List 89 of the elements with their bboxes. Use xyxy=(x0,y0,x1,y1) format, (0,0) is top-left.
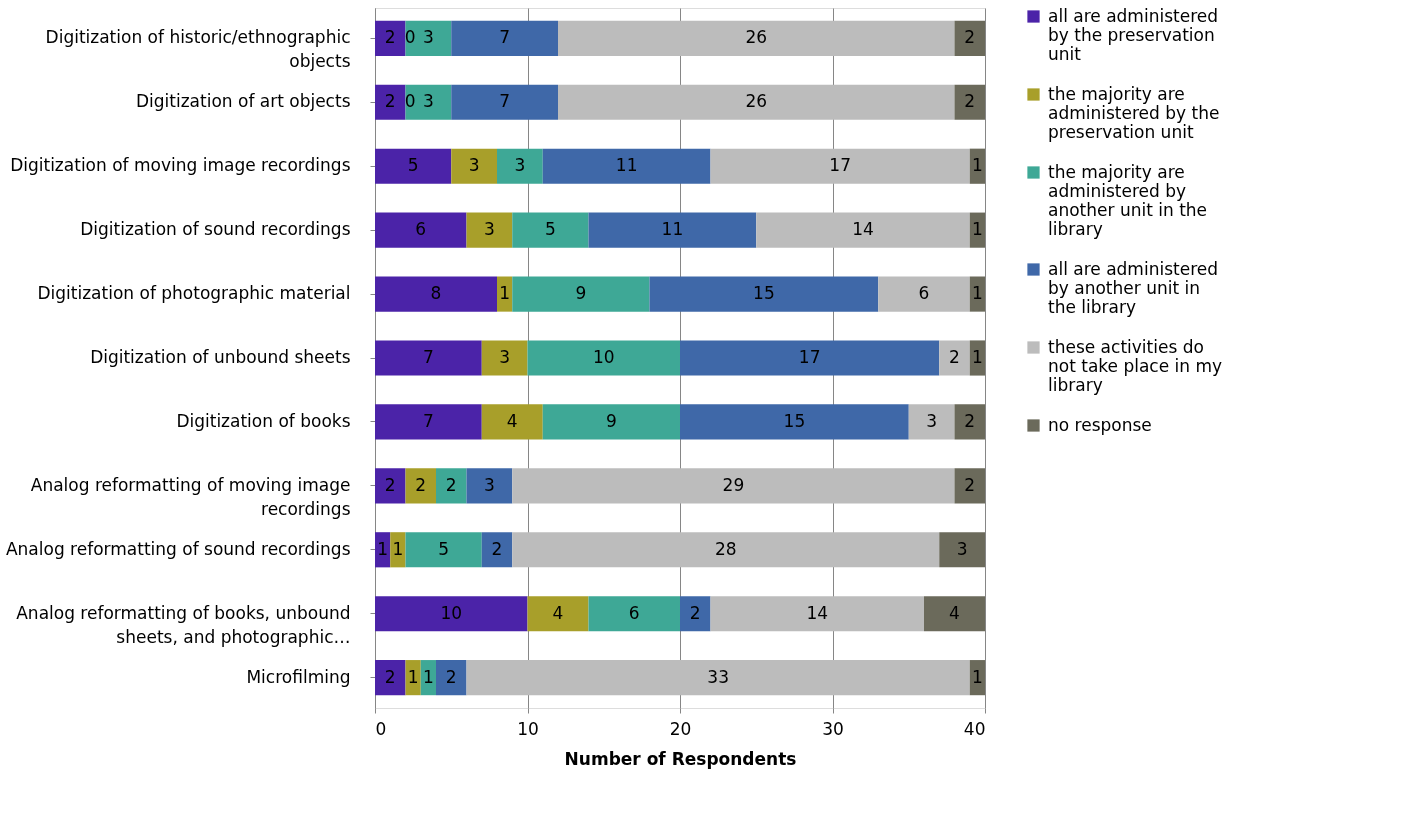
y-tick-label: Digitization of sound recordings xyxy=(80,219,351,240)
data-label: 4 xyxy=(552,602,564,623)
data-label: 1 xyxy=(377,538,389,559)
data-label: 33 xyxy=(707,666,729,687)
annotation: 0 xyxy=(404,27,416,48)
data-label: 14 xyxy=(852,219,874,240)
data-label: 5 xyxy=(544,219,556,240)
y-tick-label: Analog reformatting of sound recordings xyxy=(5,538,351,559)
data-label: 8 xyxy=(430,283,442,304)
data-label: 2 xyxy=(949,347,960,367)
y-tick-label: Digitization of photographic material xyxy=(37,283,351,304)
data-label: 5 xyxy=(438,538,450,559)
data-label: 3 xyxy=(956,538,968,559)
legend-label: the majority are administered by another unit in the library xyxy=(1048,161,1208,239)
data-label: 2 xyxy=(491,538,503,559)
data-label: 7 xyxy=(422,410,434,431)
data-label: 3 xyxy=(514,155,526,176)
data-label: 3 xyxy=(422,27,434,48)
data-label: 2 xyxy=(415,474,427,495)
data-label: 17 xyxy=(798,347,821,367)
legend-label: all are administered by another unit in the library xyxy=(1048,258,1218,317)
data-label: 28 xyxy=(714,538,737,559)
data-label: 5 xyxy=(407,155,419,176)
data-label: 11 xyxy=(661,219,684,240)
data-label: 6 xyxy=(628,602,640,623)
y-tick-label: Analog reformatting of moving image recordings xyxy=(30,474,351,519)
legend-label: the majority are administered by the preservation unit xyxy=(1048,83,1220,142)
y-tick-label: Digitization of moving image recordings xyxy=(10,155,351,176)
data-label: 1 xyxy=(407,666,419,687)
data-label: 6 xyxy=(415,219,427,240)
legend-label: these activities do not take place in my library xyxy=(1048,336,1223,395)
data-label: 29 xyxy=(722,474,745,495)
x-tick-label: 20 xyxy=(669,718,692,739)
data-label: 1 xyxy=(971,219,983,240)
data-label: 2 xyxy=(964,27,976,48)
data-label: 9 xyxy=(605,410,617,431)
data-label: 11 xyxy=(615,155,638,176)
data-label: 2 xyxy=(964,474,976,495)
data-label: 2 xyxy=(384,666,396,687)
data-label: 7 xyxy=(499,91,511,112)
data-label: 17 xyxy=(829,155,851,176)
data-label: 4 xyxy=(506,410,518,431)
data-label: 1 xyxy=(971,283,983,304)
data-label: 10 xyxy=(440,602,463,623)
x-tick-label: 0 xyxy=(375,718,387,739)
data-label: 1 xyxy=(499,283,511,304)
data-label: 2 xyxy=(964,91,976,112)
data-label: 1 xyxy=(971,666,983,687)
data-label: 1 xyxy=(971,347,983,367)
y-tick-label: Microfilming xyxy=(246,666,351,687)
x-axis-title: Number of Respondents xyxy=(564,748,797,769)
data-label: 15 xyxy=(783,410,806,431)
data-label: 2 xyxy=(384,474,396,495)
annotation: 0 xyxy=(404,91,416,112)
legend-label: all are administered by the preservation unit xyxy=(1048,5,1218,64)
data-label: 2 xyxy=(384,27,396,48)
data-label: 26 xyxy=(745,27,768,48)
data-label: 14 xyxy=(806,602,829,623)
data-label: 1 xyxy=(422,666,434,687)
data-label: 2 xyxy=(445,666,457,687)
y-tick-label: Digitization of books xyxy=(176,410,351,431)
x-tick-label: 40 xyxy=(963,718,986,739)
legend-label: no response xyxy=(1048,414,1152,435)
data-label: 3 xyxy=(422,91,434,112)
y-tick-label: Analog reformatting of books, unbound sheets, and photographic… xyxy=(16,602,351,647)
y-tick-label: Digitization of art objects xyxy=(135,91,351,112)
y-tick-label: Digitization of unbound sheets xyxy=(90,347,351,367)
data-label: 15 xyxy=(753,283,775,304)
y-tick-label: Digitization of historic/ethnographic objects xyxy=(45,27,351,72)
data-label: 6 xyxy=(918,283,930,304)
data-label: 3 xyxy=(926,410,938,431)
data-label: 4 xyxy=(949,602,960,623)
data-label: 2 xyxy=(384,91,396,112)
data-label: 26 xyxy=(745,91,768,112)
data-label: 7 xyxy=(499,27,511,48)
data-label: 1 xyxy=(971,155,983,176)
x-tick-label: 10 xyxy=(517,718,539,739)
data-label: 3 xyxy=(483,474,495,495)
data-label: 1 xyxy=(392,538,404,559)
data-label: 2 xyxy=(445,474,457,495)
data-label: 7 xyxy=(422,347,434,367)
x-tick-label: 30 xyxy=(822,718,844,739)
data-label: 2 xyxy=(689,602,701,623)
data-label: 10 xyxy=(592,347,615,367)
data-label: 2 xyxy=(964,410,976,431)
data-label: 9 xyxy=(575,283,587,304)
data-label: 3 xyxy=(499,347,511,367)
data-label: 3 xyxy=(483,219,495,240)
data-label: 3 xyxy=(468,155,480,176)
